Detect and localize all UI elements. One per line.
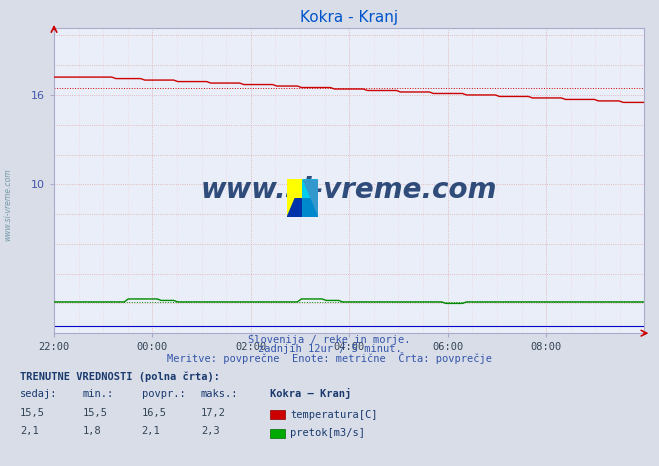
Bar [270,410,285,419]
Text: Meritve: povprečne  Enote: metrične  Črta: povprečje: Meritve: povprečne Enote: metrične Črta:… [167,352,492,363]
Bar [302,198,318,217]
Text: 1,8: 1,8 [82,426,101,436]
Text: Kokra – Kranj: Kokra – Kranj [270,388,351,399]
Bar [287,198,302,217]
Title: Kokra - Kranj: Kokra - Kranj [300,10,398,26]
Text: sedaj:: sedaj: [20,389,57,399]
Text: maks.:: maks.: [201,389,239,399]
Text: 2,1: 2,1 [20,426,38,436]
Text: temperatura[C]: temperatura[C] [290,410,378,420]
Text: Slovenija / reke in morje.: Slovenija / reke in morje. [248,335,411,344]
Text: 16,5: 16,5 [142,408,167,418]
Text: www.si-vreme.com: www.si-vreme.com [3,169,13,241]
Polygon shape [287,179,302,217]
Text: pretok[m3/s]: pretok[m3/s] [290,428,365,439]
Text: 15,5: 15,5 [82,408,107,418]
Text: zadnjih 12ur / 5 minut.: zadnjih 12ur / 5 minut. [258,344,401,354]
Text: TRENUTNE VREDNOSTI (polna črta):: TRENUTNE VREDNOSTI (polna črta): [20,371,219,382]
Text: min.:: min.: [82,389,113,399]
Text: 15,5: 15,5 [20,408,45,418]
Polygon shape [302,179,318,217]
Bar [287,179,302,198]
Text: www.si-vreme.com: www.si-vreme.com [201,176,497,204]
Text: 17,2: 17,2 [201,408,226,418]
Bar [270,429,285,438]
Text: povpr.:: povpr.: [142,389,185,399]
Bar [302,179,318,198]
Text: 2,3: 2,3 [201,426,219,436]
Text: 2,1: 2,1 [142,426,160,436]
